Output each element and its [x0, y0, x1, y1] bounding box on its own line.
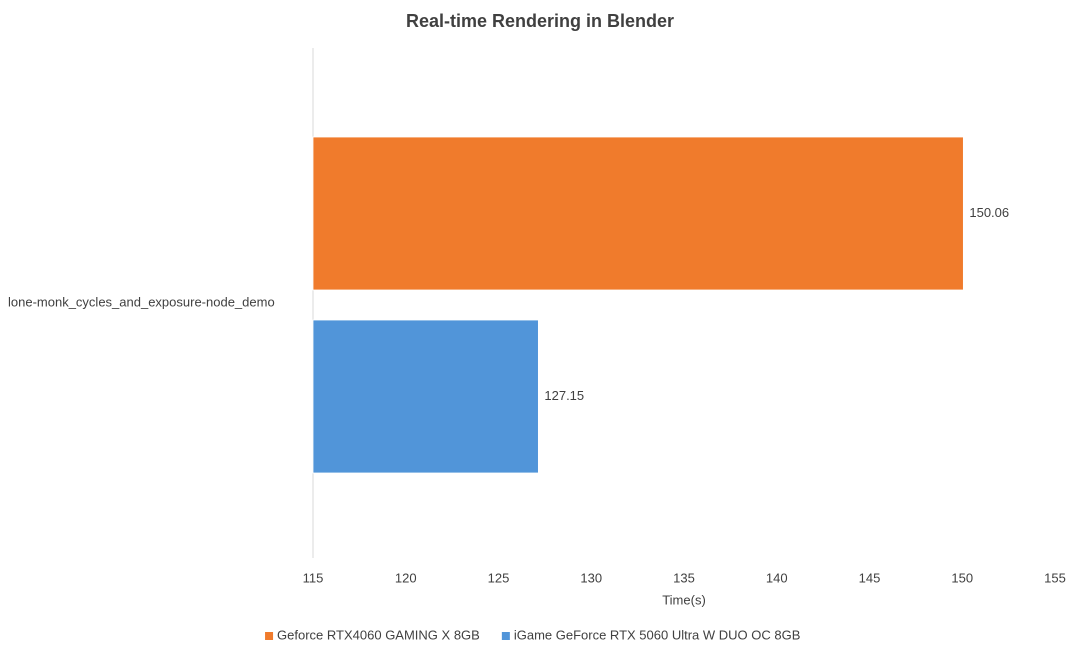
legend-label: iGame GeForce RTX 5060 Ultra W DUO OC 8G… — [514, 627, 801, 642]
chart-title: Real-time Rendering in Blender — [406, 11, 674, 31]
legend-label: Geforce RTX4060 GAMING X 8GB — [277, 627, 480, 642]
legend-swatch — [265, 632, 274, 640]
y-tick-label: lone-monk_cycles_and_exposure-node_demo — [8, 294, 275, 309]
data-label: 127.15 — [544, 388, 584, 403]
x-tick-label: 115 — [303, 570, 324, 585]
x-tick-label: 130 — [580, 570, 602, 585]
data-label: 150.06 — [969, 205, 1009, 220]
x-tick-label: 135 — [673, 570, 695, 585]
x-tick-label: 120 — [395, 570, 417, 585]
x-tick-label: 140 — [766, 570, 788, 585]
legend-swatch — [501, 632, 510, 640]
x-axis-label: Time(s) — [662, 592, 706, 607]
bar — [312, 319, 539, 474]
x-tick-label: 150 — [951, 570, 973, 585]
x-tick-label: 145 — [859, 570, 881, 585]
x-tick-label: 125 — [488, 570, 510, 585]
bar — [312, 136, 964, 291]
x-tick-label: 155 — [1044, 570, 1066, 585]
